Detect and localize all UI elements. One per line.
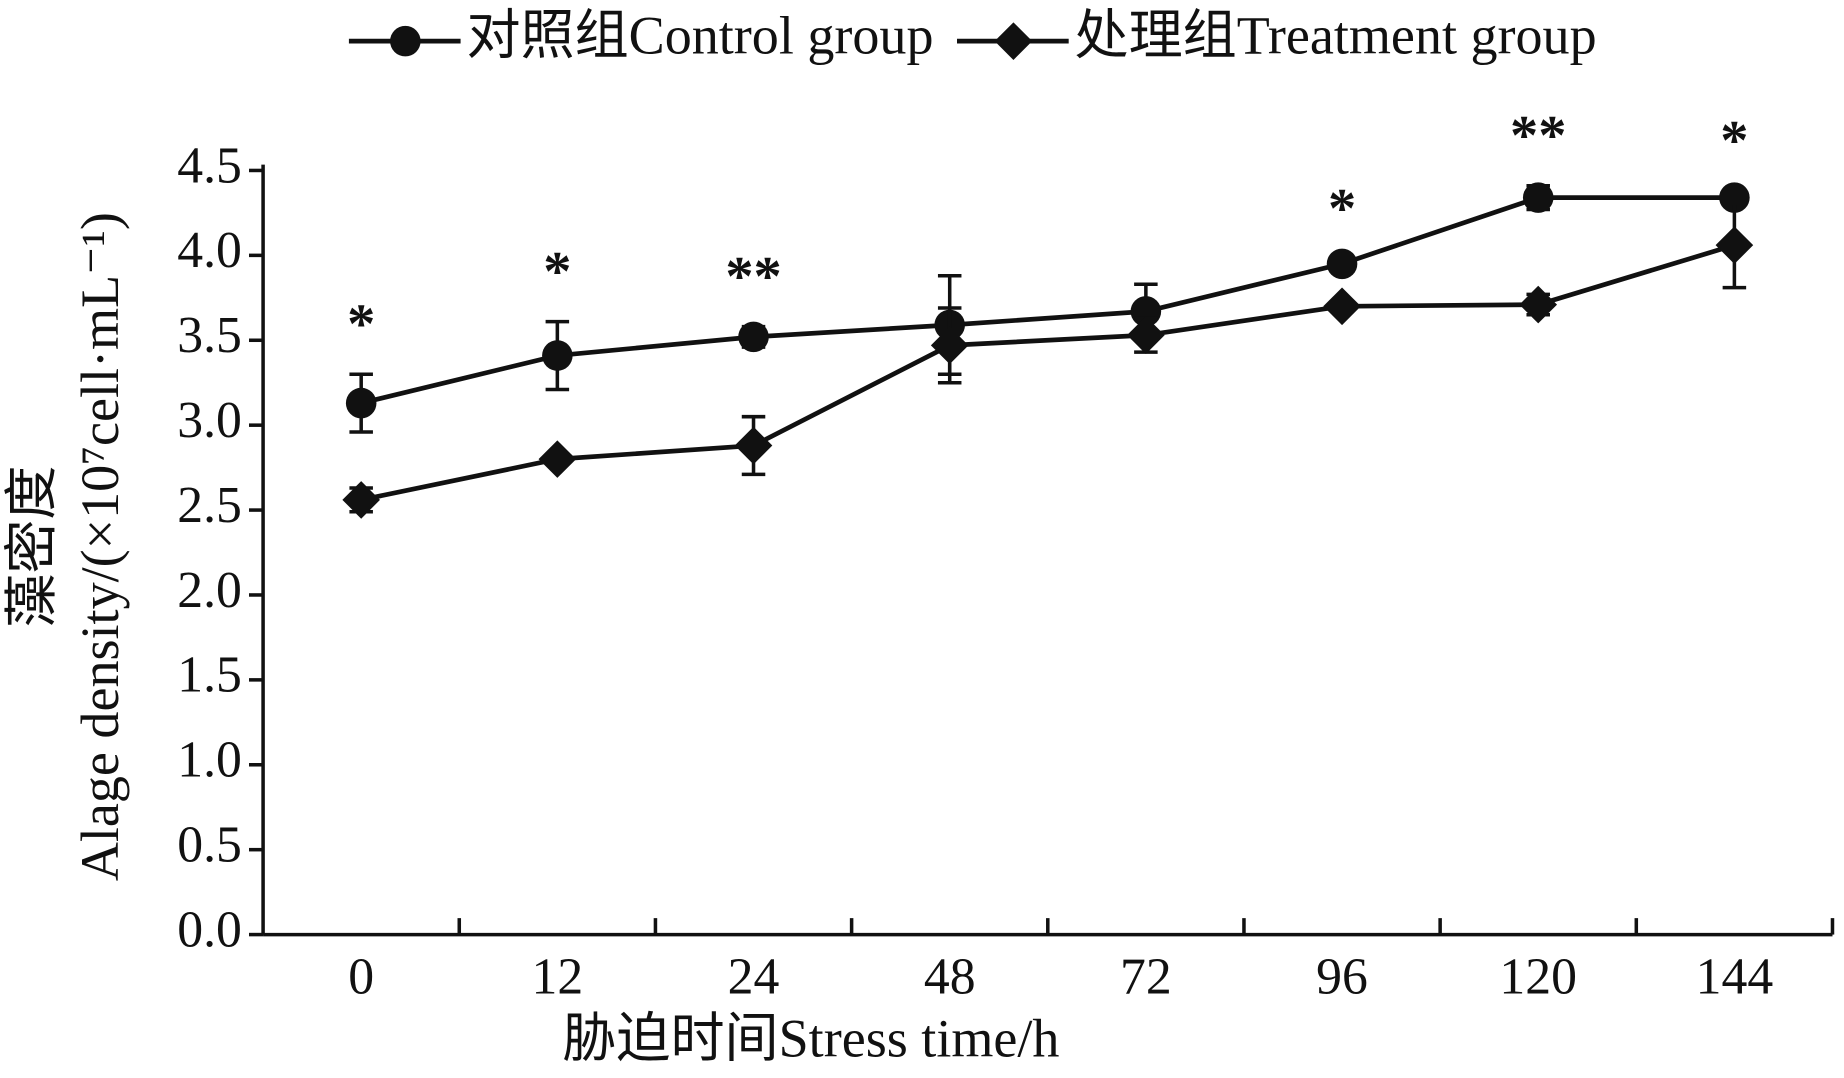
series-line — [360, 242, 1736, 503]
point — [1323, 287, 1361, 326]
series-line — [360, 195, 1735, 406]
x-tick-label: 48 — [924, 948, 976, 1005]
point — [1719, 182, 1750, 213]
point — [1127, 316, 1165, 354]
point — [994, 22, 1033, 60]
x-tick-label: 72 — [1120, 948, 1172, 1005]
y-tick-label: 0.5 — [177, 817, 242, 874]
point — [538, 440, 577, 478]
significance-label: ** — [725, 246, 781, 308]
x-tick-label: 96 — [1316, 948, 1368, 1005]
significance-label: ** — [1510, 105, 1566, 167]
y-tick-label: 4.0 — [177, 222, 242, 279]
point — [1326, 248, 1358, 280]
significance-label: * — [1720, 110, 1748, 172]
y-tick-label: 0.0 — [177, 901, 242, 958]
y-axis-label: Alage density/(×10⁷cell·mL⁻¹) — [70, 212, 130, 881]
y-axis-label: 藻密度 — [2, 466, 62, 628]
y-tick-label: 2.0 — [177, 562, 242, 619]
point — [1522, 182, 1554, 213]
significance-label: * — [543, 241, 571, 303]
point — [1715, 226, 1754, 264]
point — [1519, 285, 1558, 324]
y-tick-label: 3.0 — [177, 392, 242, 449]
y-tick-label: 3.5 — [177, 307, 242, 364]
point — [734, 426, 773, 465]
point — [390, 25, 421, 57]
y-tick-label: 2.5 — [177, 477, 242, 534]
point — [738, 321, 769, 353]
legend-label: 对照组Control group — [466, 6, 933, 66]
x-tick-label: 120 — [1499, 948, 1577, 1005]
y-tick-label: 4.5 — [177, 137, 242, 194]
x-tick-label: 24 — [728, 948, 780, 1005]
x-tick-label: 144 — [1696, 948, 1774, 1005]
x-axis-label: 胁迫时间Stress time/h — [562, 1008, 1059, 1068]
point — [342, 481, 380, 519]
y-tick-label: 1.5 — [177, 647, 242, 704]
x-tick-label: 0 — [348, 948, 374, 1005]
point — [542, 340, 573, 371]
x-tick-label: 12 — [531, 948, 583, 1005]
point — [930, 326, 969, 365]
legend-label: 处理组Treatment group — [1075, 6, 1597, 66]
significance-label: * — [347, 294, 375, 356]
y-tick-label: 1.0 — [177, 732, 242, 789]
significance-label: * — [1328, 178, 1356, 240]
point — [345, 387, 377, 419]
